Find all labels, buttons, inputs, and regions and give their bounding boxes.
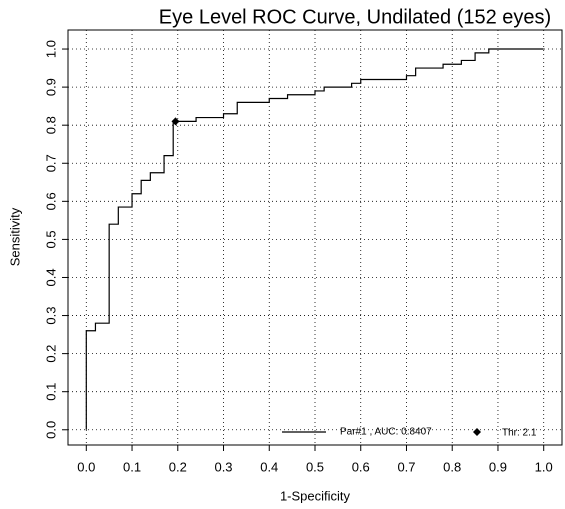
y-tick-label: 0.0 xyxy=(43,421,58,439)
y-tick-label: 0.2 xyxy=(43,345,58,363)
y-axis-label: Sensitivity xyxy=(7,207,22,266)
x-tick-label: 0.6 xyxy=(352,459,370,474)
y-tick-label: 0.3 xyxy=(43,307,58,325)
chart-title: Eye Level ROC Curve, Undilated (152 eyes… xyxy=(159,6,551,28)
x-tick-label: 0.8 xyxy=(443,459,461,474)
legend-label: Thr: 2.1 xyxy=(502,428,537,439)
y-tick-label: 0.4 xyxy=(43,268,58,286)
y-tick-label: 0.1 xyxy=(43,383,58,401)
legend-label: Par#1 , AUC: 0.8407 xyxy=(340,427,432,438)
x-tick-label: 1.0 xyxy=(535,459,553,474)
y-tick-label: 0.6 xyxy=(43,192,58,210)
x-tick-label: 0.1 xyxy=(123,459,141,474)
y-tick-label: 0.8 xyxy=(43,116,58,134)
x-tick-label: 0.0 xyxy=(77,459,95,474)
x-tick-label: 0.5 xyxy=(306,459,324,474)
y-tick-label: 0.5 xyxy=(43,230,58,248)
threshold-point xyxy=(171,117,180,126)
x-tick-label: 0.7 xyxy=(397,459,415,474)
roc-curve xyxy=(85,48,544,430)
x-axis-label: 1-Specificity xyxy=(280,488,351,503)
y-tick-label: 1.0 xyxy=(43,40,58,58)
legend-marker xyxy=(473,428,481,436)
x-tick-label: 0.9 xyxy=(489,459,507,474)
x-tick-label: 0.2 xyxy=(169,459,187,474)
plot-frame xyxy=(67,29,563,446)
y-tick-label: 0.9 xyxy=(43,78,58,96)
x-tick-label: 0.3 xyxy=(214,459,232,474)
y-tick-label: 0.7 xyxy=(43,154,58,172)
x-tick-label: 0.4 xyxy=(260,459,278,474)
